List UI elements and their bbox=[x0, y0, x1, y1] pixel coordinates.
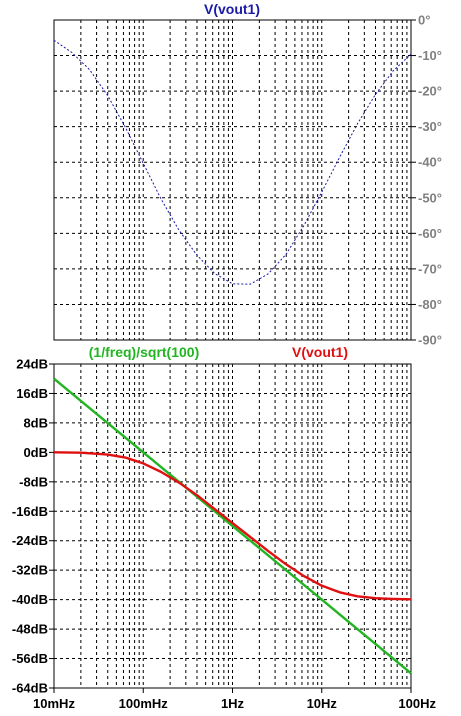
phase-grid bbox=[54, 20, 411, 340]
magnitude-y-tick-label-6: -24dB bbox=[12, 533, 48, 548]
magnitude-x-tick-label-2: 1Hz bbox=[221, 696, 245, 711]
magnitude-y-tick-label-8: -40dB bbox=[12, 592, 48, 607]
magnitude-series-0-line bbox=[53, 377, 412, 675]
magnitude-y-tick-labels: 24dB 16dB 8dB 0dB -8dB -16dB -24dB -32dB -40dB -4… bbox=[12, 357, 54, 696]
magnitude-y-tick-label-5: -16dB bbox=[12, 504, 48, 519]
magnitude-x-tick-label-4: 100Hz bbox=[398, 696, 436, 711]
magnitude-y-tick-label-7: -32dB bbox=[12, 563, 48, 578]
phase-y-tick-label-4: -40° bbox=[418, 155, 442, 170]
phase-panel: 0° -10° -20° -30° -40° -50° -60° -70° -80° -90° V… bbox=[53, 1, 442, 348]
phase-y-tick-label-6: -60° bbox=[418, 226, 442, 241]
phase-y-tick-labels: 0° -10° -20° -30° -40° -50° -60° -70° -80° -90° bbox=[411, 13, 442, 348]
magnitude-y-tick-label-3: 0dB bbox=[23, 445, 48, 460]
phase-y-tick-label-0: 0° bbox=[418, 13, 430, 28]
magnitude-y-tick-label-2: 8dB bbox=[23, 415, 48, 430]
phase-y-tick-label-9: -90° bbox=[418, 333, 442, 348]
magnitude-y-tick-label-9: -48dB bbox=[12, 622, 48, 637]
phase-y-tick-label-7: -70° bbox=[418, 261, 442, 276]
magnitude-panel: 24dB 16dB 8dB 0dB -8dB -16dB -24dB -32dB -40dB -4… bbox=[12, 344, 437, 711]
magnitude-x-tick-labels: 10mHz 100mHz 1Hz 10Hz 100Hz bbox=[33, 688, 437, 711]
magnitude-x-tick-label-1: 100mHz bbox=[119, 696, 169, 711]
legend-green-series: (1/freq)/sqrt(100) bbox=[89, 344, 199, 360]
phase-y-tick-label-8: -80° bbox=[418, 297, 442, 312]
magnitude-y-tick-label-4: -8dB bbox=[19, 474, 48, 489]
magnitude-y-tick-label-11: -64dB bbox=[12, 681, 48, 696]
magnitude-y-tick-label-0: 24dB bbox=[16, 357, 48, 372]
phase-series bbox=[53, 39, 412, 285]
magnitude-series bbox=[53, 377, 412, 675]
phase-y-tick-label-2: -20° bbox=[418, 84, 442, 99]
legend-red-series: V(vout1) bbox=[292, 344, 348, 360]
phase-series-0-line bbox=[53, 39, 412, 285]
phase-y-tick-label-1: -10° bbox=[418, 48, 442, 63]
phase-title: V(vout1) bbox=[204, 1, 260, 17]
phase-y-tick-label-5: -50° bbox=[418, 190, 442, 205]
phase-y-tick-label-3: -30° bbox=[418, 119, 442, 134]
magnitude-x-tick-label-0: 10mHz bbox=[33, 696, 75, 711]
magnitude-series-1-line bbox=[53, 451, 412, 601]
magnitude-y-tick-label-10: -56dB bbox=[12, 651, 48, 666]
magnitude-grid bbox=[54, 364, 411, 688]
magnitude-x-tick-label-3: 10Hz bbox=[307, 696, 338, 711]
magnitude-y-tick-label-1: 16dB bbox=[16, 386, 48, 401]
